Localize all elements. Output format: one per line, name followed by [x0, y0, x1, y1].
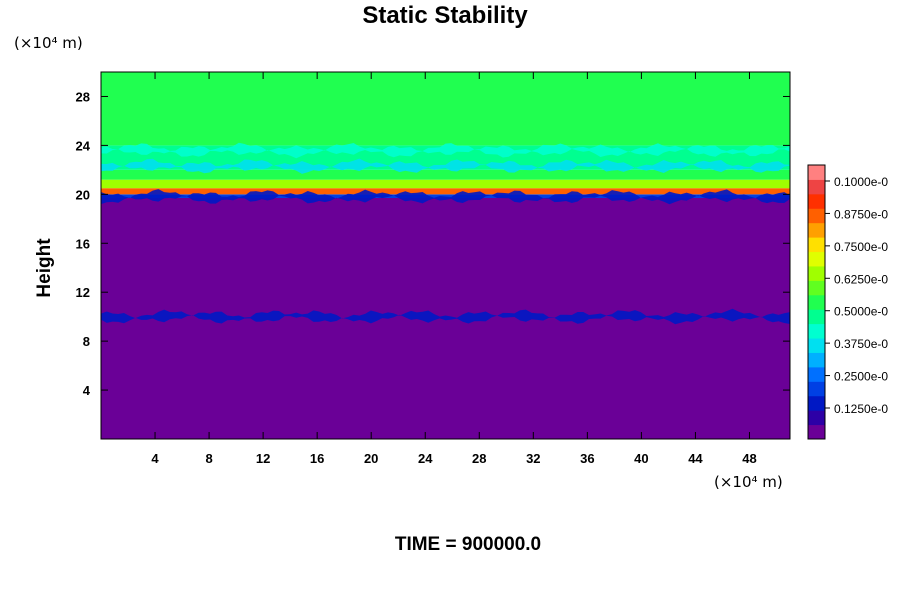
colorbar-swatch: [808, 294, 825, 310]
y-tick-label: 20: [76, 187, 90, 202]
x-tick-label: 16: [310, 451, 324, 466]
colorbar-swatch: [808, 251, 825, 267]
colorbar-swatch: [808, 323, 825, 339]
x-tick-label: 4: [151, 451, 159, 466]
x-tick-label: 24: [418, 451, 433, 466]
x-tick-label: 28: [472, 451, 486, 466]
heatmap-layer: [101, 179, 790, 189]
colorbar-frame: [807, 164, 826, 440]
y-tick-label: 12: [76, 285, 90, 300]
y-axis-label: Height: [34, 238, 55, 298]
colorbar-swatch: [808, 193, 825, 209]
heatmap-band: [101, 158, 790, 174]
colorbar-swatch: [808, 309, 825, 325]
colorbar-swatch: [808, 338, 825, 353]
colorbar-swatch: [808, 381, 825, 397]
y-tick-label: 8: [83, 334, 90, 349]
colorbar-swatch: [808, 165, 825, 180]
colorbar-swatch: [808, 352, 825, 368]
x-tick-label: 40: [634, 451, 648, 466]
x-unit-label: (×10⁴ m): [714, 473, 783, 491]
colorbar-swatch: [808, 280, 825, 296]
x-tick-label: 20: [364, 451, 378, 466]
heatmap-band: [101, 189, 790, 205]
colorbar-label: 0.1000e-0: [834, 175, 888, 189]
colorbar-swatch: [808, 237, 825, 253]
colorbar-label: 0.8750e-0: [834, 207, 888, 221]
colorbar-label: 0.1250e-0: [834, 402, 888, 416]
heatmap-layer: [101, 72, 790, 146]
colorbar-swatch: [808, 424, 825, 440]
colorbar-swatch: [808, 395, 825, 411]
colorbar-label: 0.5000e-0: [834, 305, 888, 319]
x-tick-label: 12: [256, 451, 270, 466]
y-tick-label: 16: [76, 236, 90, 251]
y-tick-label: 4: [83, 383, 91, 398]
time-footer: TIME = 900000.0: [395, 534, 541, 555]
y-tick-label: 24: [76, 138, 91, 153]
colorbar-label: 0.2500e-0: [834, 370, 888, 384]
colorbar-label: 0.7500e-0: [834, 240, 888, 254]
heatmap-layer: [101, 169, 790, 180]
heatmap-band: [101, 142, 790, 159]
colorbar-swatch: [808, 366, 825, 382]
x-tick-label: 8: [205, 451, 212, 466]
heatmap-layer: [101, 188, 790, 195]
x-tick-label: 36: [580, 451, 594, 466]
heatmap-plot: [101, 72, 790, 439]
x-tick-label: 48: [742, 451, 756, 466]
colorbar-swatch: [808, 208, 825, 224]
colorbar-swatch: [808, 265, 825, 281]
colorbar-label: 0.6250e-0: [834, 272, 888, 286]
y-unit-label: (×10⁴ m): [14, 34, 83, 52]
heatmap-layer: [101, 194, 790, 199]
x-tick-label: 44: [688, 451, 703, 466]
chart-title: Static Stability: [362, 2, 528, 29]
colorbar-label: 0.3750e-0: [834, 337, 888, 351]
colorbar-swatch: [808, 222, 825, 238]
colorbar-swatch: [808, 179, 825, 195]
y-tick-label: 28: [76, 89, 90, 104]
colorbar-swatch: [808, 410, 825, 426]
colorbar: 0.1000e-0 0.8750e-0 0.7500e-0 0.6250e-0 0.50…: [807, 164, 888, 440]
heatmap-band: [101, 308, 790, 325]
plot-frame: [100, 71, 791, 440]
x-tick-label: 32: [526, 451, 540, 466]
